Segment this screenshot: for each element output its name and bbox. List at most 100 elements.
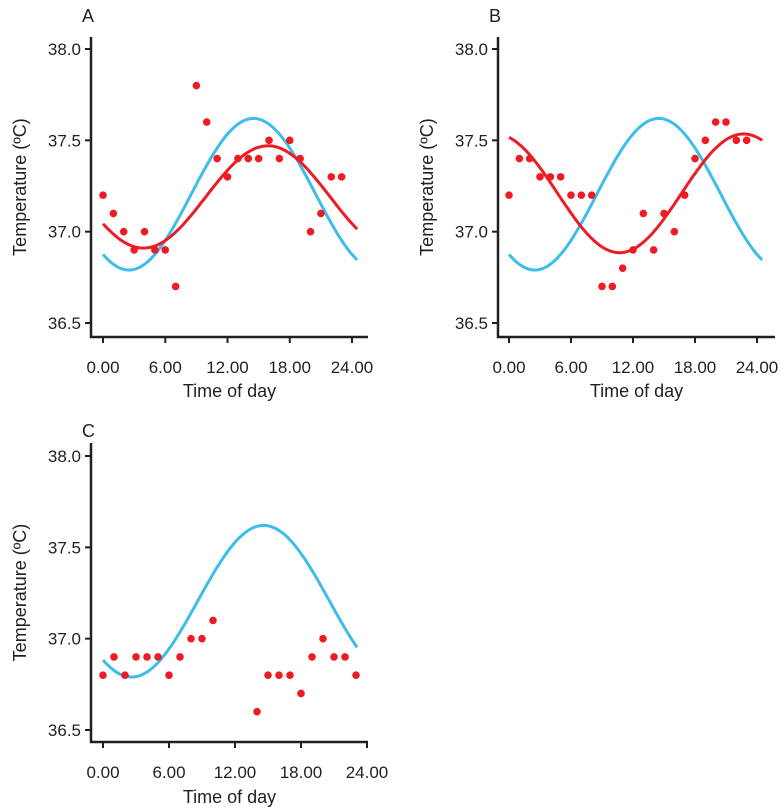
data-point: [244, 154, 253, 163]
subject-cosinor-curve: [101, 144, 359, 250]
data-point: [327, 173, 336, 181]
data-point: [598, 282, 606, 291]
data-point: [587, 191, 596, 199]
axes-lines: [496, 37, 775, 339]
data-point: [285, 136, 294, 145]
y-tick-label: 37.5: [455, 131, 488, 150]
x-tick-label: 18.00: [674, 358, 717, 377]
y-tick-label: 36.5: [48, 721, 81, 740]
data-point: [691, 154, 699, 163]
data-point: [319, 634, 327, 643]
x-tick-label: 24.00: [331, 358, 374, 377]
data-point: [187, 634, 195, 643]
data-point: [132, 653, 140, 661]
data-point: [202, 118, 211, 126]
data-point: [296, 154, 304, 163]
y-tick-label: 36.5: [455, 314, 488, 333]
data-point: [649, 246, 658, 254]
y-tick-label: 38.0: [455, 40, 488, 59]
data-point: [119, 227, 128, 236]
reference-cosinor-curve: [101, 523, 359, 679]
y-axis-label: Temperature (ºC): [10, 524, 30, 662]
data-point: [264, 671, 272, 679]
x-axis-label: Time of day: [183, 381, 276, 401]
x-tick-label: 0.00: [86, 358, 119, 377]
data-point: [254, 154, 263, 163]
x-tick-label: 18.00: [268, 358, 311, 377]
data-point: [275, 671, 283, 679]
data-point: [337, 173, 346, 181]
data-point: [577, 191, 586, 199]
data-point: [234, 154, 242, 163]
data-point: [670, 227, 679, 236]
panel-a: A 36.5 37.0 37.5 38.0 0.00 6.00 12.00 18.00 24.00…: [10, 6, 373, 401]
data-point: [99, 191, 107, 199]
data-point: [608, 282, 617, 291]
x-tick-label: 6.00: [149, 358, 182, 377]
data-point: [306, 227, 315, 236]
data-point: [161, 246, 170, 254]
data-point: [317, 209, 325, 218]
data-point: [165, 671, 173, 679]
data-point: [297, 689, 305, 698]
data-point: [286, 671, 294, 679]
data-point: [546, 173, 555, 181]
data-point: [308, 653, 316, 661]
panel-label: C: [82, 421, 95, 441]
panel-c: C 36.5 37.0 37.5 38.0 0.00 6.00 12.00 18.00 24.00…: [10, 421, 388, 807]
data-point: [213, 154, 221, 163]
data-point: [556, 173, 565, 181]
y-tick-label: 38.0: [48, 447, 81, 466]
data-point: [223, 173, 232, 181]
data-point: [140, 227, 149, 236]
data-point: [711, 118, 720, 126]
x-tick-label: 0.00: [86, 763, 119, 782]
panel-b: B 36.5 37.0 37.5 38.0 0.00 6.00 12.00 18.00 24.00…: [417, 6, 778, 401]
y-tick-label: 36.5: [48, 314, 81, 333]
data-point: [154, 653, 162, 661]
data-point: [171, 282, 180, 291]
y-tick-label: 37.5: [48, 538, 81, 557]
data-point: [198, 634, 206, 643]
data-point: [505, 191, 513, 199]
data-point: [151, 246, 159, 254]
data-point: [130, 246, 138, 254]
x-tick-label: 12.00: [612, 358, 655, 377]
data-point: [639, 209, 648, 218]
data-point: [275, 154, 284, 163]
panel-label: A: [82, 6, 94, 26]
x-tick-label: 18.00: [280, 763, 323, 782]
data-point: [732, 136, 741, 145]
data-point: [265, 136, 273, 145]
x-axis-label: Time of day: [590, 381, 683, 401]
data-point: [618, 264, 627, 273]
x-tick-label: 12.00: [214, 763, 257, 782]
data-point: [209, 616, 217, 625]
data-point: [192, 81, 201, 90]
data-point: [341, 653, 349, 661]
y-tick-label: 37.0: [48, 223, 81, 242]
data-point: [567, 191, 575, 199]
x-tick-label: 0.00: [492, 358, 525, 377]
data-point: [525, 154, 534, 163]
data-point: [660, 209, 668, 218]
x-tick-label: 24.00: [346, 763, 389, 782]
data-point: [701, 136, 710, 145]
axes-lines: [89, 443, 368, 744]
data-point: [143, 653, 151, 661]
data-point: [99, 671, 107, 679]
y-tick-label: 37.0: [455, 223, 488, 242]
x-tick-label: 6.00: [152, 763, 185, 782]
reference-cosinor-curve: [101, 116, 359, 272]
panel-label: B: [489, 6, 501, 26]
data-point: [515, 154, 524, 163]
data-point: [110, 653, 118, 661]
y-tick-label: 37.5: [48, 131, 81, 150]
data-point: [109, 209, 118, 218]
data-point: [330, 653, 338, 661]
data-point: [680, 191, 689, 199]
reference-cosinor-curve: [507, 116, 764, 272]
x-tick-label: 12.00: [206, 358, 249, 377]
subject-cosinor-curve: [508, 132, 764, 255]
